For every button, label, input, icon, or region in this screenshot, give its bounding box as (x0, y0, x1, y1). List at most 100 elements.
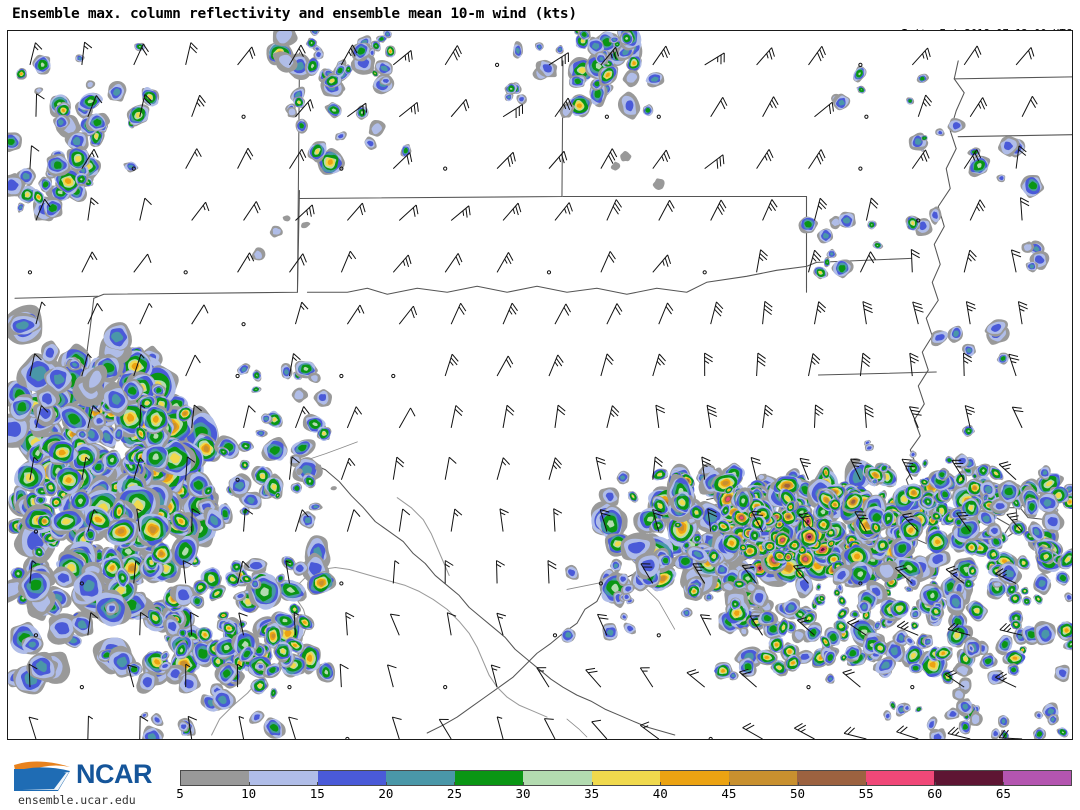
colorbar-band[interactable] (317, 771, 387, 785)
wind-barb (652, 254, 672, 273)
colorbar-band[interactable] (797, 771, 866, 785)
reflectivity-cell (26, 651, 57, 680)
reflectivity-cell (849, 610, 861, 620)
reflectivity-cell (37, 514, 52, 529)
reflectivity-cell (724, 486, 734, 495)
colorbar-tick-label: 50 (790, 786, 806, 801)
reflectivity-cell (516, 94, 527, 105)
reflectivity-cell (310, 31, 320, 36)
reflectivity-cell (334, 131, 347, 141)
colorbar-band[interactable] (728, 771, 798, 785)
wind-barb (87, 303, 103, 325)
reflectivity-cell (230, 560, 244, 574)
wind-barb (450, 405, 463, 428)
reflectivity-cell (68, 443, 100, 470)
wind-barb (398, 508, 411, 532)
map-canvas (8, 31, 1072, 739)
reflectivity-cell (619, 31, 634, 46)
colorbar[interactable] (180, 770, 1072, 786)
wind-barb (444, 45, 462, 66)
colorbar-band[interactable] (1002, 771, 1072, 785)
reflectivity-cell (178, 720, 190, 733)
wind-barb (392, 560, 400, 584)
reflectivity-cell (909, 609, 922, 620)
wind-barb (813, 404, 824, 428)
reflectivity-cell (82, 364, 108, 394)
reflectivity-cell (616, 470, 630, 485)
colorbar-band[interactable] (249, 771, 318, 785)
reflectivity-cell (280, 363, 293, 380)
reflectivity-cell (872, 240, 884, 250)
colorbar-band[interactable] (865, 771, 935, 785)
reflectivity-cell (73, 571, 105, 603)
colorbar-band[interactable] (523, 771, 592, 785)
wind-barb (191, 304, 209, 325)
wind-barb (699, 614, 712, 636)
reflectivity-cell (263, 717, 286, 739)
wind-barb (392, 456, 405, 480)
wind-barb (814, 197, 828, 221)
colorbar-band[interactable] (181, 771, 250, 785)
reflectivity-cell (914, 706, 923, 713)
reflectivity-cell (304, 57, 320, 77)
wind-barb (639, 667, 654, 688)
page-title: Ensemble max. column reflectivity and en… (12, 6, 577, 22)
wind-barb (339, 581, 344, 586)
reflectivity-cell (768, 636, 784, 653)
wind-barb (552, 633, 558, 638)
wind-barb (499, 508, 509, 532)
wind-barb (346, 406, 363, 429)
wind-barb (237, 46, 256, 66)
wind-barb (340, 250, 357, 273)
reflectivity-cell (71, 611, 94, 637)
reflectivity-cell (8, 312, 42, 335)
wind-barb (27, 270, 33, 275)
wind-barb (686, 669, 706, 688)
wind-barb (704, 154, 725, 170)
reflectivity-cell (313, 389, 333, 407)
reflectivity-cell (889, 701, 897, 711)
wind-barb (704, 52, 725, 66)
reflectivity-cell (103, 517, 138, 546)
colorbar-tick-label: 15 (309, 786, 325, 801)
wind-barb (345, 736, 350, 739)
reflectivity-cell (1034, 620, 1056, 646)
reflectivity-cell (295, 118, 308, 134)
reflectivity-cell (930, 330, 948, 347)
reflectivity-cell (883, 710, 892, 721)
reflectivity-cell (38, 176, 53, 193)
reflectivity-cell (169, 584, 196, 607)
wind-barb (496, 355, 514, 377)
reflectivity-cell (252, 369, 262, 382)
reflectivity-cell (53, 466, 84, 494)
map-panel[interactable] (7, 30, 1073, 740)
reflectivity-cell (978, 652, 998, 670)
wind-barb (346, 304, 365, 325)
colorbar-band[interactable] (386, 771, 455, 785)
wind-barb (964, 405, 976, 428)
reflectivity-cell (715, 519, 732, 534)
reflectivity-cell (947, 325, 963, 344)
ncar-logo[interactable]: NCAR ensemble.ucar.edu (8, 757, 173, 807)
reflectivity-cell (51, 566, 78, 588)
reflectivity-cell (906, 97, 915, 105)
wind-barb (969, 97, 988, 118)
colorbar-band[interactable] (454, 771, 524, 785)
reflectivity-cell (965, 600, 988, 622)
wind-barb (81, 41, 93, 65)
reflectivity-cell (295, 614, 315, 631)
wind-barb (398, 102, 419, 118)
reflectivity-cell (76, 92, 103, 111)
wind-barb (496, 252, 514, 273)
reflectivity-cell (623, 622, 637, 635)
colorbar-band[interactable] (660, 771, 729, 785)
colorbar-band[interactable] (591, 771, 661, 785)
wind-barb (606, 199, 622, 221)
reflectivity-cell (242, 557, 268, 573)
reflectivity-cell (1021, 241, 1035, 253)
reflectivity-cell (272, 579, 308, 602)
reflectivity-cell (141, 725, 164, 739)
colorbar-tick-label: 60 (927, 786, 943, 801)
reflectivity-cell (1016, 555, 1031, 570)
colorbar-band[interactable] (934, 771, 1003, 785)
